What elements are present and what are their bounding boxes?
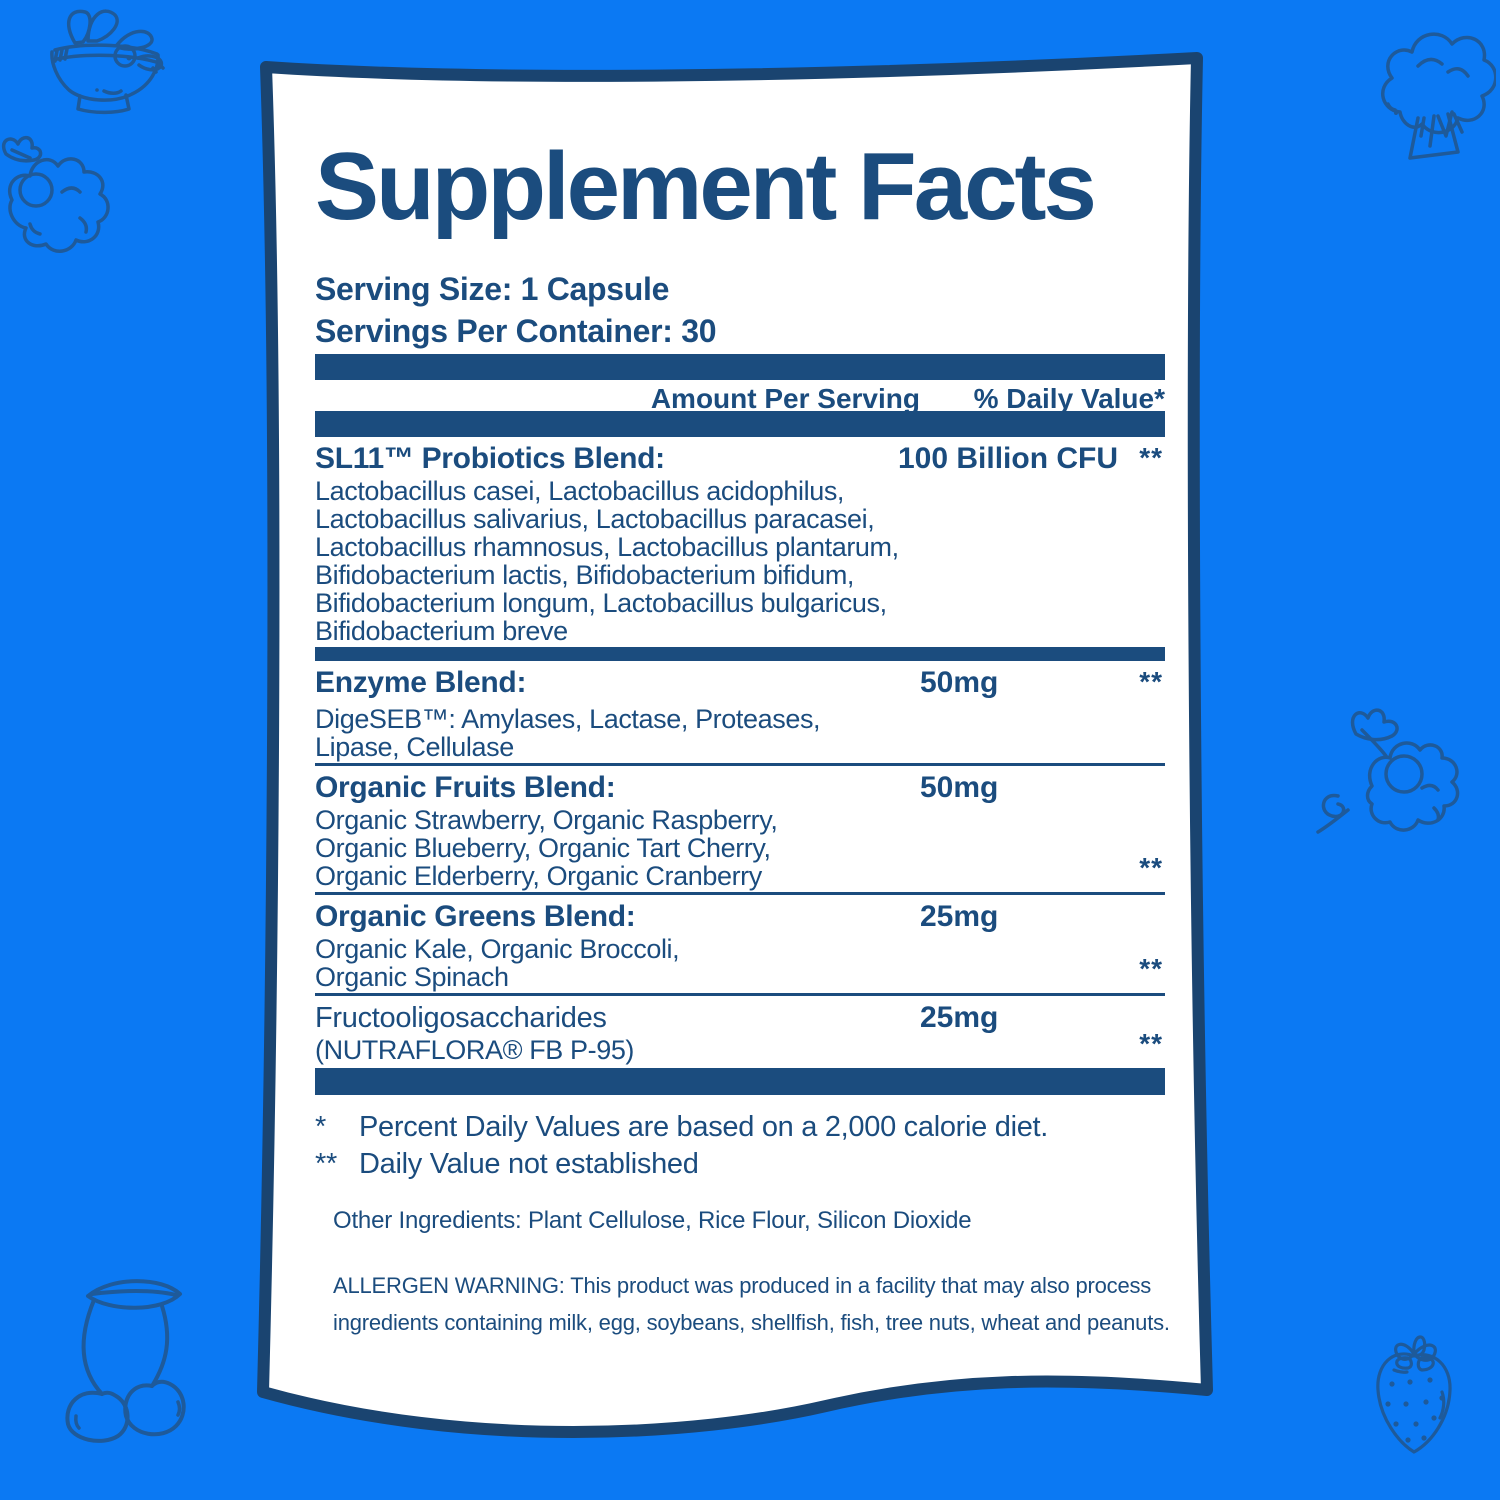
serving-size: Serving Size: 1 Capsule <box>315 271 670 307</box>
other-ingredients: Other Ingredients: Plant Cellulose, Rice… <box>333 1207 972 1234</box>
ingredient-name: SL11™ Probiotics Blend: <box>315 442 665 475</box>
strawberry-icon <box>1376 1335 1452 1454</box>
ingredient-description: DigeSEB™: Amylases, Lactase, Proteases, … <box>315 704 821 762</box>
footnote-daily-value: * Percent Daily Values are based on a 2,… <box>315 1109 1165 1146</box>
ingredient-description: Organic Kale, Organic Broccoli, Organic … <box>315 934 680 992</box>
salad-bowl-icon <box>50 9 165 115</box>
ingredient-description: Lactobacillus casei, Lactobacillus acido… <box>315 476 899 646</box>
raspberry-icon <box>1316 708 1460 834</box>
ingredient-amount: 50mg <box>920 666 999 699</box>
ingredient-amount: 100 Billion CFU <box>898 442 1119 475</box>
ingredient-name: Organic Greens Blend: <box>315 900 636 933</box>
broccoli-icon <box>1381 32 1496 160</box>
divider-bar <box>315 1068 1165 1095</box>
table-header: Amount Per Serving % Daily Value* <box>315 383 1165 414</box>
column-header-daily-value: % Daily Value* <box>973 383 1165 414</box>
ingredient-description: Organic Strawberry, Organic Raspberry, O… <box>315 805 778 891</box>
ingredient-amount: 25mg <box>920 900 999 933</box>
ingredient-name: Organic Fruits Blend: <box>315 771 616 804</box>
page-title: Supplement Facts <box>315 133 1097 240</box>
ingredient-daily-value: ** <box>1139 666 1163 697</box>
raspberry-icon <box>1 135 110 253</box>
divider-bar <box>315 647 1165 661</box>
ingredient-name: Enzyme Blend: <box>315 666 527 699</box>
footnote-marker: * <box>315 1111 326 1143</box>
footnotes: * Percent Daily Values are based on a 2,… <box>315 1109 1165 1183</box>
ingredient-row-fructooligosaccharides: Fructooligosaccharides (NUTRAFLORA® FB P… <box>315 993 1165 1068</box>
ingredient-row-greens: Organic Greens Blend: Organic Kale, Orga… <box>315 892 1165 993</box>
footnote-marker: ** <box>315 1148 337 1180</box>
ingredient-row-probiotics: SL11™ Probiotics Blend: Lactobacillus ca… <box>315 437 1165 647</box>
ingredient-daily-value: ** <box>1139 442 1163 473</box>
supplement-facts-label: Supplement Facts Serving Size: 1 Capsule… <box>315 60 1170 1341</box>
divider-bar <box>315 354 1165 380</box>
ingredient-daily-value: ** <box>1139 953 1163 984</box>
footnote-text: Percent Daily Values are based on a 2,00… <box>359 1111 1049 1143</box>
allergen-warning: ALLERGEN WARNING: This product was produ… <box>333 1273 1170 1335</box>
footnote-not-established: ** Daily Value not established <box>315 1146 1165 1183</box>
ingredient-daily-value: ** <box>1139 852 1163 883</box>
footnote-text: Daily Value not established <box>359 1148 699 1180</box>
ingredient-daily-value: ** <box>1139 1028 1163 1059</box>
divider-bar <box>315 411 1165 437</box>
servings-per-container: Servings Per Container: 30 <box>315 313 717 349</box>
column-header-amount: Amount Per Serving <box>650 383 920 414</box>
ingredient-row-fruits: Organic Fruits Blend: Organic Strawberry… <box>315 763 1165 892</box>
ingredient-amount: 50mg <box>920 771 999 804</box>
ingredient-row-enzymes: Enzyme Blend: DigeSEB™: Amylases, Lactas… <box>315 661 1165 763</box>
ingredient-description: (NUTRAFLORA® FB P-95) <box>315 1035 635 1065</box>
cherries-icon <box>65 1279 186 1443</box>
ingredient-name: Fructooligosaccharides <box>315 1002 607 1034</box>
ingredient-amount: 25mg <box>920 1001 999 1034</box>
